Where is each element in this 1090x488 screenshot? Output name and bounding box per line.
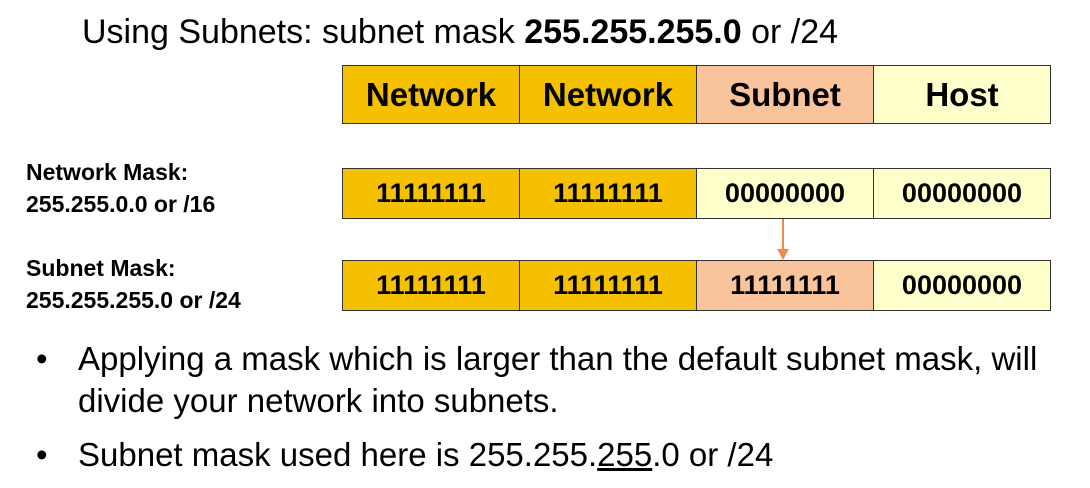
bullet-text-2: Subnet mask used here is 255.255.255.0 o…: [78, 434, 1038, 476]
bullet-item-1: • Applying a mask which is larger than t…: [36, 338, 1038, 422]
header-cell-network-2: Network: [519, 65, 697, 124]
bullet-dot: •: [36, 340, 48, 377]
title-suffix: or /24: [741, 13, 839, 51]
bullet-item-2: • Subnet mask used here is 255.255.255.0…: [36, 434, 1038, 476]
network-mask-label: Network Mask: 255.255.0.0 or /16: [26, 156, 215, 220]
network-mask-label-line1: Network Mask:: [26, 159, 189, 185]
bullet-dot: •: [36, 436, 48, 473]
bullet-2-suffix: .0 or /24: [652, 436, 774, 473]
bullet-list: • Applying a mask which is larger than t…: [36, 338, 1038, 488]
network-mask-octet-1: 11111111: [342, 168, 520, 219]
header-cell-host: Host: [873, 65, 1051, 124]
subnet-mask-octet-4: 00000000: [873, 260, 1051, 311]
down-arrow-icon: [777, 219, 789, 260]
title-mask: 255.255.255.0: [524, 13, 742, 51]
subnet-mask-bits-row: 11111111 11111111 11111111 00000000: [342, 260, 1051, 311]
subnet-mask-octet-1: 11111111: [342, 260, 520, 311]
subnet-mask-label: Subnet Mask: 255.255.255.0 or /24: [26, 252, 241, 316]
network-mask-bits-row: 11111111 11111111 00000000 00000000: [342, 168, 1051, 219]
network-mask-octet-4: 00000000: [873, 168, 1051, 219]
network-mask-label-line2: 255.255.0.0 or /16: [26, 191, 216, 217]
title-prefix: Using Subnets: subnet mask: [82, 13, 525, 51]
slide-title: Using Subnets: subnet mask 255.255.255.0…: [82, 10, 838, 54]
bullet-2-prefix: Subnet mask used here is 255.255.: [78, 436, 598, 473]
arrow-head: [777, 249, 789, 260]
octet-header-row: Network Network Subnet Host: [342, 65, 1051, 124]
header-cell-subnet: Subnet: [696, 65, 874, 124]
subnet-mask-label-line1: Subnet Mask:: [26, 255, 176, 281]
bullet-2-underlined-octet: 255: [597, 436, 653, 473]
header-cell-network-1: Network: [342, 65, 520, 124]
network-mask-octet-3: 00000000: [696, 168, 874, 219]
bullet-text-1: Applying a mask which is larger than the…: [78, 340, 1038, 419]
network-mask-octet-2: 11111111: [519, 168, 697, 219]
subnet-mask-octet-2: 11111111: [519, 260, 697, 311]
subnet-mask-octet-3: 11111111: [696, 260, 874, 311]
subnet-mask-label-line2: 255.255.255.0 or /24: [26, 287, 241, 313]
